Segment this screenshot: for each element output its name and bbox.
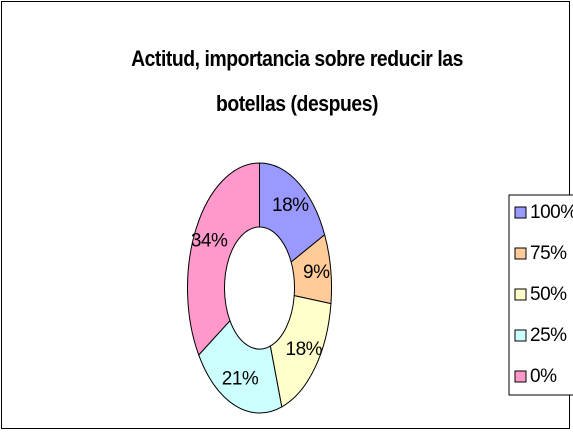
legend-swatch (514, 370, 527, 383)
legend-swatch (514, 247, 527, 260)
donut-segment (269, 295, 332, 408)
legend-swatch (514, 329, 527, 342)
data-label: 21% (222, 368, 259, 389)
donut-segment (198, 319, 283, 414)
legend-label: 25% (530, 325, 567, 346)
legend-swatch (514, 288, 527, 301)
legend-label: 75% (530, 243, 567, 264)
legend-label: 50% (530, 284, 567, 305)
chart-title: Actitud, importancia sobre reducir las b… (131, 46, 463, 116)
donut-segment (187, 162, 260, 356)
data-label: 18% (272, 195, 309, 216)
legend-label: 0% (530, 366, 557, 387)
donut-segment (259, 162, 326, 263)
legend-label: 100% (530, 202, 573, 223)
data-label: 34% (191, 230, 228, 251)
data-label: 9% (303, 262, 330, 283)
legend-swatch (514, 206, 527, 219)
data-label: 18% (286, 339, 323, 360)
